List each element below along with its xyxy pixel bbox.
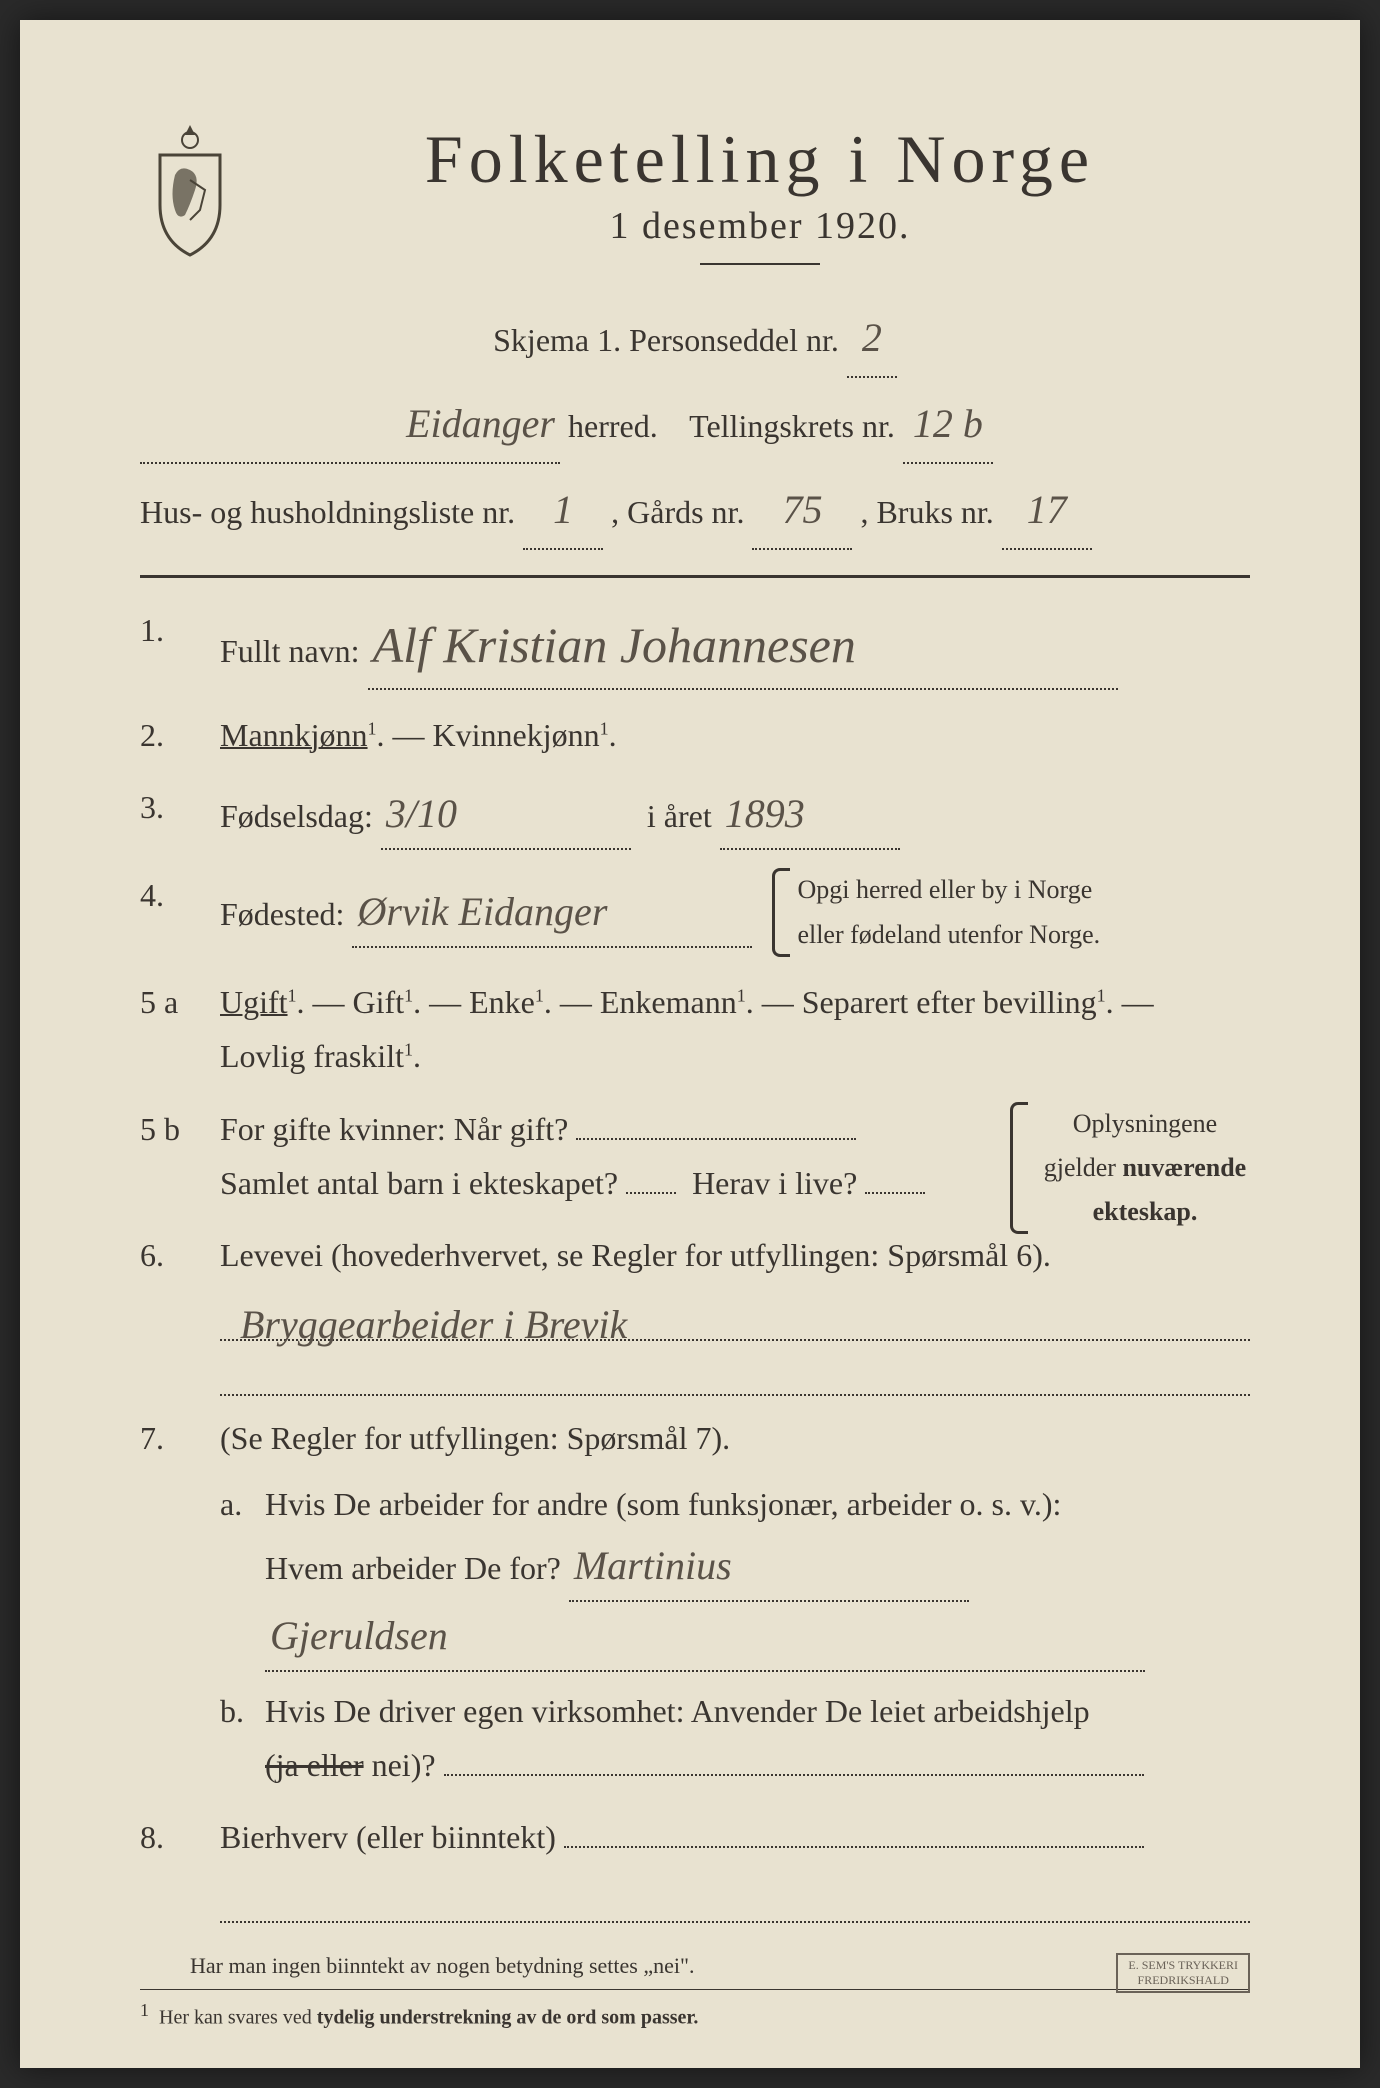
herred-line: Eidanger herred. Tellingskrets nr. 12 b	[140, 386, 1250, 464]
q7b-rest: nei)?	[364, 1747, 436, 1783]
q5b-note1: Oplysningene	[1040, 1102, 1250, 1146]
q5a-separert: Separert efter bevilling	[802, 984, 1097, 1020]
q4-note-line2: eller fødeland utenfor Norge.	[797, 913, 1100, 957]
section-divider-1	[140, 575, 1250, 578]
footnote-2: 1 Her kan svares ved tydelig understrekn…	[140, 2000, 1250, 2030]
q1-row: 1. Fullt navn: Alf Kristian Johannesen	[140, 603, 1250, 690]
q5b-row: 5 b For gifte kvinner: Når gift? Samlet …	[140, 1102, 1250, 1211]
bruks-value: 17	[1002, 472, 1092, 550]
q5b-line2: Samlet antal barn i ekteskapet?	[220, 1165, 618, 1201]
subtitle: 1 desember 1920.	[270, 204, 1250, 248]
q3-year: 1893	[720, 780, 900, 850]
q3-day: 3/10	[381, 780, 631, 850]
census-form-page: Folketelling i Norge 1 desember 1920. Sk…	[20, 20, 1360, 2068]
q5a-row: 5 a Ugift1. — Gift1. — Enke1. — Enkemann…	[140, 975, 1250, 1084]
q5a-enke: Enke	[469, 984, 535, 1020]
q2-kvinne: Kvinnekjønn	[433, 717, 600, 753]
stamp-line2: FREDRIKSHALD	[1128, 1973, 1238, 1988]
q6-blank-line	[220, 1356, 1250, 1396]
schema-prefix: Skjema 1. Personseddel nr.	[493, 322, 839, 358]
husliste-line: Hus- og husholdningsliste nr. 1 , Gårds …	[140, 472, 1250, 550]
q7-intro: (Se Regler for utfyllingen: Spørsmål 7).	[220, 1420, 730, 1456]
printer-stamp: E. SEM'S TRYKKERI FREDRIKSHALD	[1116, 1953, 1250, 1993]
title-block: Folketelling i Norge 1 desember 1920.	[270, 120, 1250, 290]
herred-value: Eidanger	[140, 386, 560, 464]
stamp-line1: E. SEM'S TRYKKERI	[1128, 1958, 1238, 1973]
q5b-side-note: Oplysningene gjelder nuværende ekteskap.	[1010, 1102, 1250, 1235]
q7a-label: a.	[220, 1477, 250, 1671]
q6-num: 6.	[140, 1228, 200, 1282]
gards-value: 75	[752, 472, 852, 550]
q5b-note3: ekteskap.	[1093, 1197, 1198, 1226]
q6-value-line: Bryggearbeider i Brevik	[220, 1301, 1250, 1341]
q3-year-label: i året	[647, 798, 712, 834]
q6-value: Bryggearbeider i Brevik	[220, 1301, 627, 1348]
q2-row: 2. Mannkjønn1. — Kvinnekjønn1.	[140, 708, 1250, 762]
q3-num: 3.	[140, 780, 200, 850]
q1-value: Alf Kristian Johannesen	[368, 603, 1118, 690]
q5b-live-value	[865, 1192, 925, 1194]
q2-num: 2.	[140, 708, 200, 762]
header-row: Folketelling i Norge 1 desember 1920.	[140, 120, 1250, 290]
q4-note: Opgi herred eller by i Norge eller fødel…	[772, 868, 1100, 956]
q5b-mid: Herav i live?	[692, 1165, 857, 1201]
q4-note-line1: Opgi herred eller by i Norge	[797, 868, 1100, 912]
q1-num: 1.	[140, 603, 200, 690]
krets-label: Tellingskrets nr.	[689, 408, 895, 444]
q5b-gift-value	[576, 1138, 856, 1140]
herred-label: herred.	[568, 408, 658, 444]
personseddel-nr: 2	[847, 300, 897, 378]
q4-label: Fødested:	[220, 896, 344, 932]
q7b-label: b.	[220, 1684, 250, 1793]
q3-row: 3. Fødselsdag: 3/10 i året 1893	[140, 780, 1250, 850]
q7a-value2: Gjeruldsen	[265, 1602, 1145, 1672]
q5b-num: 5 b	[140, 1102, 200, 1211]
footnote-1: Har man ingen biinntekt av nogen betydni…	[190, 1953, 1250, 1979]
q3-label: Fødselsdag:	[220, 798, 373, 834]
q5a-lovlig: Lovlig fraskilt	[220, 1038, 404, 1074]
q5b-barn-value	[626, 1192, 676, 1194]
footnote-2-num: 1	[140, 2000, 149, 2020]
q8-blank-line	[220, 1883, 1250, 1923]
q5a-enkemann: Enkemann	[600, 984, 737, 1020]
q6-label: Levevei (hovederhvervet, se Regler for u…	[220, 1237, 1051, 1273]
q5b-note2: gjelder nuværende	[1044, 1153, 1246, 1182]
q7-num: 7.	[140, 1411, 200, 1793]
footnote-2-text: Her kan svares ved tydelig understreknin…	[159, 2006, 698, 2028]
footnote-divider	[140, 1989, 1250, 1990]
q8-num: 8.	[140, 1810, 200, 1864]
title-divider	[700, 263, 820, 265]
q8-label: Bierhverv (eller biinntekt)	[220, 1819, 556, 1855]
q5a-ugift: Ugift	[220, 984, 288, 1020]
bruks-label: , Bruks nr.	[860, 494, 993, 530]
husliste-prefix: Hus- og husholdningsliste nr.	[140, 494, 515, 530]
q5a-gift: Gift	[353, 984, 405, 1020]
q5b-line1: For gifte kvinner: Når gift?	[220, 1111, 568, 1147]
gards-label: , Gårds nr.	[611, 494, 744, 530]
schema-line: Skjema 1. Personseddel nr. 2	[140, 300, 1250, 378]
husliste-value: 1	[523, 472, 603, 550]
q7-row: 7. (Se Regler for utfyllingen: Spørsmål …	[140, 1411, 1250, 1793]
q4-row: 4. Fødested: Ørvik Eidanger Opgi herred …	[140, 868, 1250, 956]
q7b-strike: (ja eller	[265, 1747, 364, 1783]
q8-row: 8. Bierhverv (eller biinntekt)	[140, 1810, 1250, 1864]
q7a-line2: Hvem arbeider De for?	[265, 1550, 561, 1586]
q7a-value1: Martinius	[569, 1532, 969, 1602]
q8-value	[564, 1846, 1144, 1848]
q2-mann: Mannkjønn	[220, 717, 368, 753]
q7b-value	[444, 1774, 1144, 1776]
main-title: Folketelling i Norge	[270, 120, 1250, 199]
q7b-line1: Hvis De driver egen virksomhet: Anvender…	[265, 1693, 1090, 1729]
q4-num: 4.	[140, 868, 200, 956]
krets-value: 12 b	[903, 386, 993, 464]
q1-label: Fullt navn:	[220, 633, 360, 669]
q4-value: Ørvik Eidanger	[352, 878, 752, 948]
q7a-line1: Hvis De arbeider for andre (som funksjon…	[265, 1486, 1061, 1522]
coat-of-arms-icon	[140, 120, 240, 260]
q6-row: 6. Levevei (hovederhvervet, se Regler fo…	[140, 1228, 1250, 1282]
q5a-num: 5 a	[140, 975, 200, 1084]
